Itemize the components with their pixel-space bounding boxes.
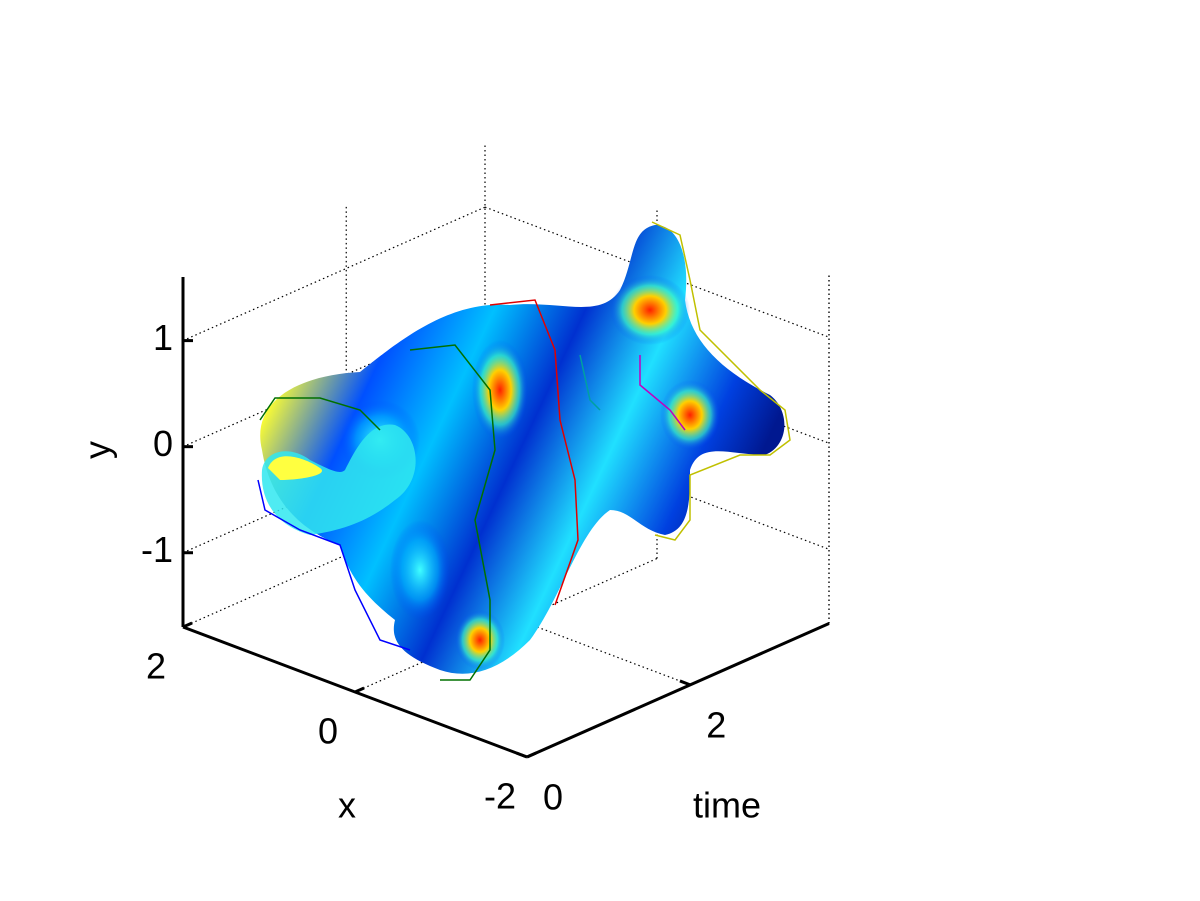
z-tick-label: 2 — [706, 704, 726, 745]
y-tick-label: -1 — [141, 529, 173, 570]
trajectory — [259, 397, 381, 431]
surface-body — [260, 225, 785, 674]
surface-highlight — [390, 520, 450, 620]
axes: -1 0 1 -2 0 2 0 2 — [141, 276, 830, 818]
z-tick — [679, 679, 691, 687]
trajectory — [409, 344, 496, 681]
surface-hotspot — [472, 340, 528, 440]
x-tick-label: 0 — [318, 710, 338, 751]
x-axis-label: x — [338, 785, 356, 826]
x-tick-label: -2 — [484, 776, 516, 817]
grid-line — [354, 557, 658, 693]
z-tick-label: 0 — [543, 777, 563, 818]
y-tick-label: 1 — [153, 317, 173, 358]
grid-line — [182, 206, 486, 342]
x-tick — [354, 686, 365, 694]
x-tick — [526, 751, 537, 759]
trajectory — [639, 355, 686, 431]
surface-cap — [268, 456, 322, 480]
y-axis-label: y — [77, 441, 118, 459]
trajectory — [257, 479, 411, 651]
x-tick-label: 2 — [146, 645, 166, 686]
z-tick — [516, 751, 528, 759]
surface — [257, 221, 791, 681]
z-axis-label: time — [693, 785, 761, 826]
surface-hotspot — [610, 275, 690, 345]
trajectory — [579, 354, 601, 411]
grid-line — [484, 206, 830, 338]
z-axis — [526, 622, 830, 759]
surface-cap — [261, 424, 416, 535]
surface-hotspot — [455, 610, 505, 670]
y-tick-label: 0 — [153, 423, 173, 464]
trajectory — [489, 299, 579, 606]
x-tick — [182, 621, 193, 629]
grid-line — [484, 418, 830, 550]
surface-hotspot — [660, 380, 720, 450]
trajectory — [651, 221, 791, 541]
